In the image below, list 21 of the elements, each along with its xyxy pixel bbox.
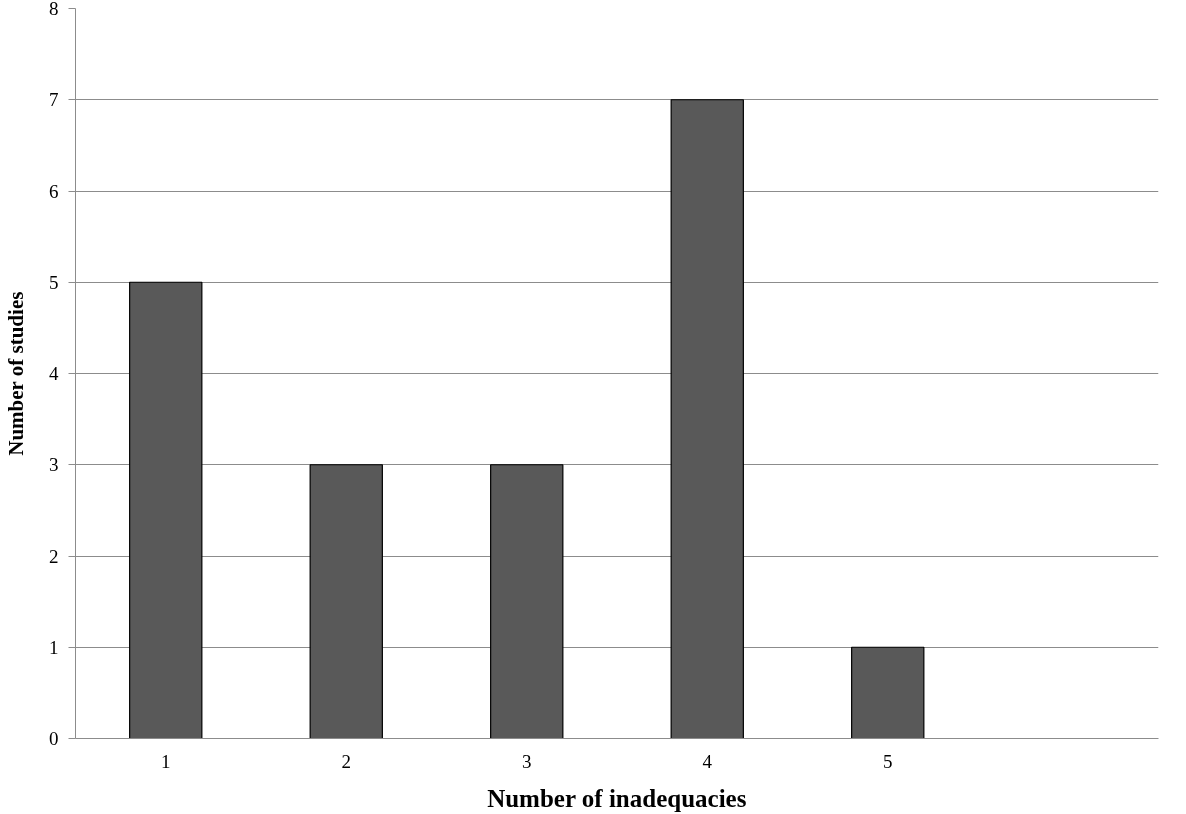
x-tick-label: 4 xyxy=(702,750,713,772)
x-tick-label: 2 xyxy=(341,750,351,772)
x-tick-label: 3 xyxy=(522,750,532,772)
y-tick-label: 2 xyxy=(49,545,59,567)
y-tick-label: 0 xyxy=(49,728,59,749)
y-tick-label: 6 xyxy=(49,180,59,202)
y-tick-label: 5 xyxy=(49,271,59,293)
bar xyxy=(851,646,925,739)
bar xyxy=(490,464,564,739)
bar xyxy=(129,281,203,739)
y-tick-label: 1 xyxy=(49,636,59,658)
x-tick-label: 5 xyxy=(883,750,893,772)
bar xyxy=(670,99,744,739)
bar xyxy=(309,464,383,739)
y-tick-label: 4 xyxy=(49,363,59,384)
x-tick-label: 1 xyxy=(161,750,171,772)
y-tick-label: 8 xyxy=(49,0,59,19)
y-tick-label: 7 xyxy=(49,89,59,111)
y-tick-label: 3 xyxy=(49,454,59,476)
y-axis-title: Number of studies xyxy=(4,291,28,456)
x-axis-title: Number of inadequacies xyxy=(487,784,747,812)
